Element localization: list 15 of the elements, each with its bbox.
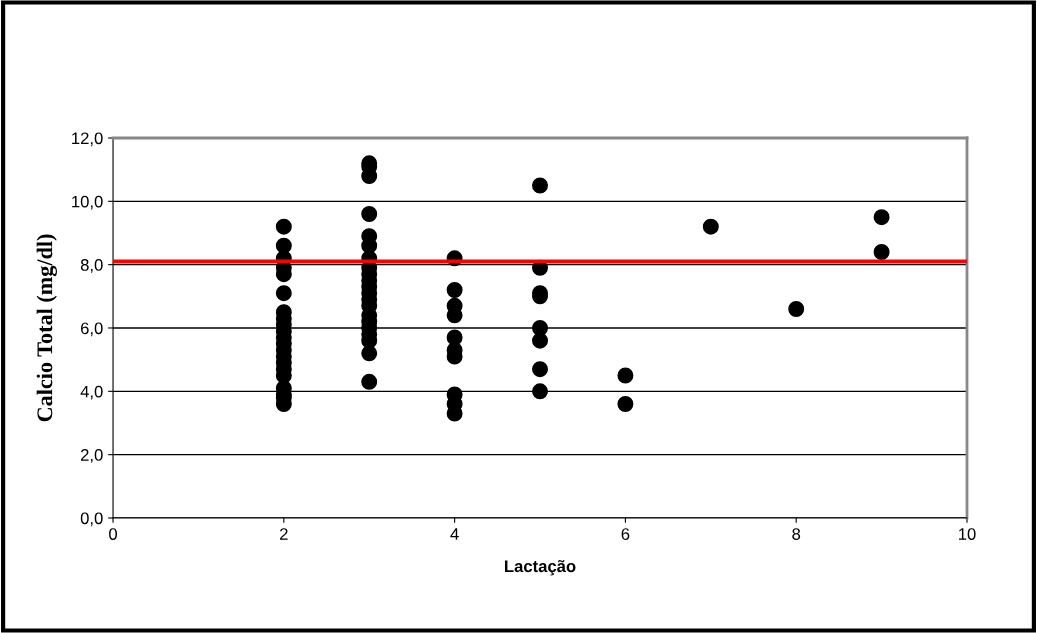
x-tick-label: 8 (792, 528, 801, 540)
y-tick-label: 8,0 (80, 259, 103, 273)
y-tick-label: 6,0 (80, 322, 103, 337)
x-tick-label: 10 (959, 528, 976, 540)
y-tick-label: 2,0 (80, 449, 103, 463)
y-tick-label: 10,0 (72, 195, 103, 210)
y-axis-title: Calcio Total (mg/dl) (36, 234, 57, 422)
y-tick-label: 4,0 (80, 385, 103, 400)
x-tick-label: 6 (621, 528, 630, 540)
y-tick-label: 0,0 (80, 512, 103, 527)
x-tick-label: 2 (280, 528, 288, 540)
x-tick-label: 4 (450, 528, 459, 540)
x-tick-label: 0 (109, 528, 118, 540)
y-tick-label: 12,0 (72, 132, 103, 147)
x-axis-title: Lactação (505, 559, 576, 576)
